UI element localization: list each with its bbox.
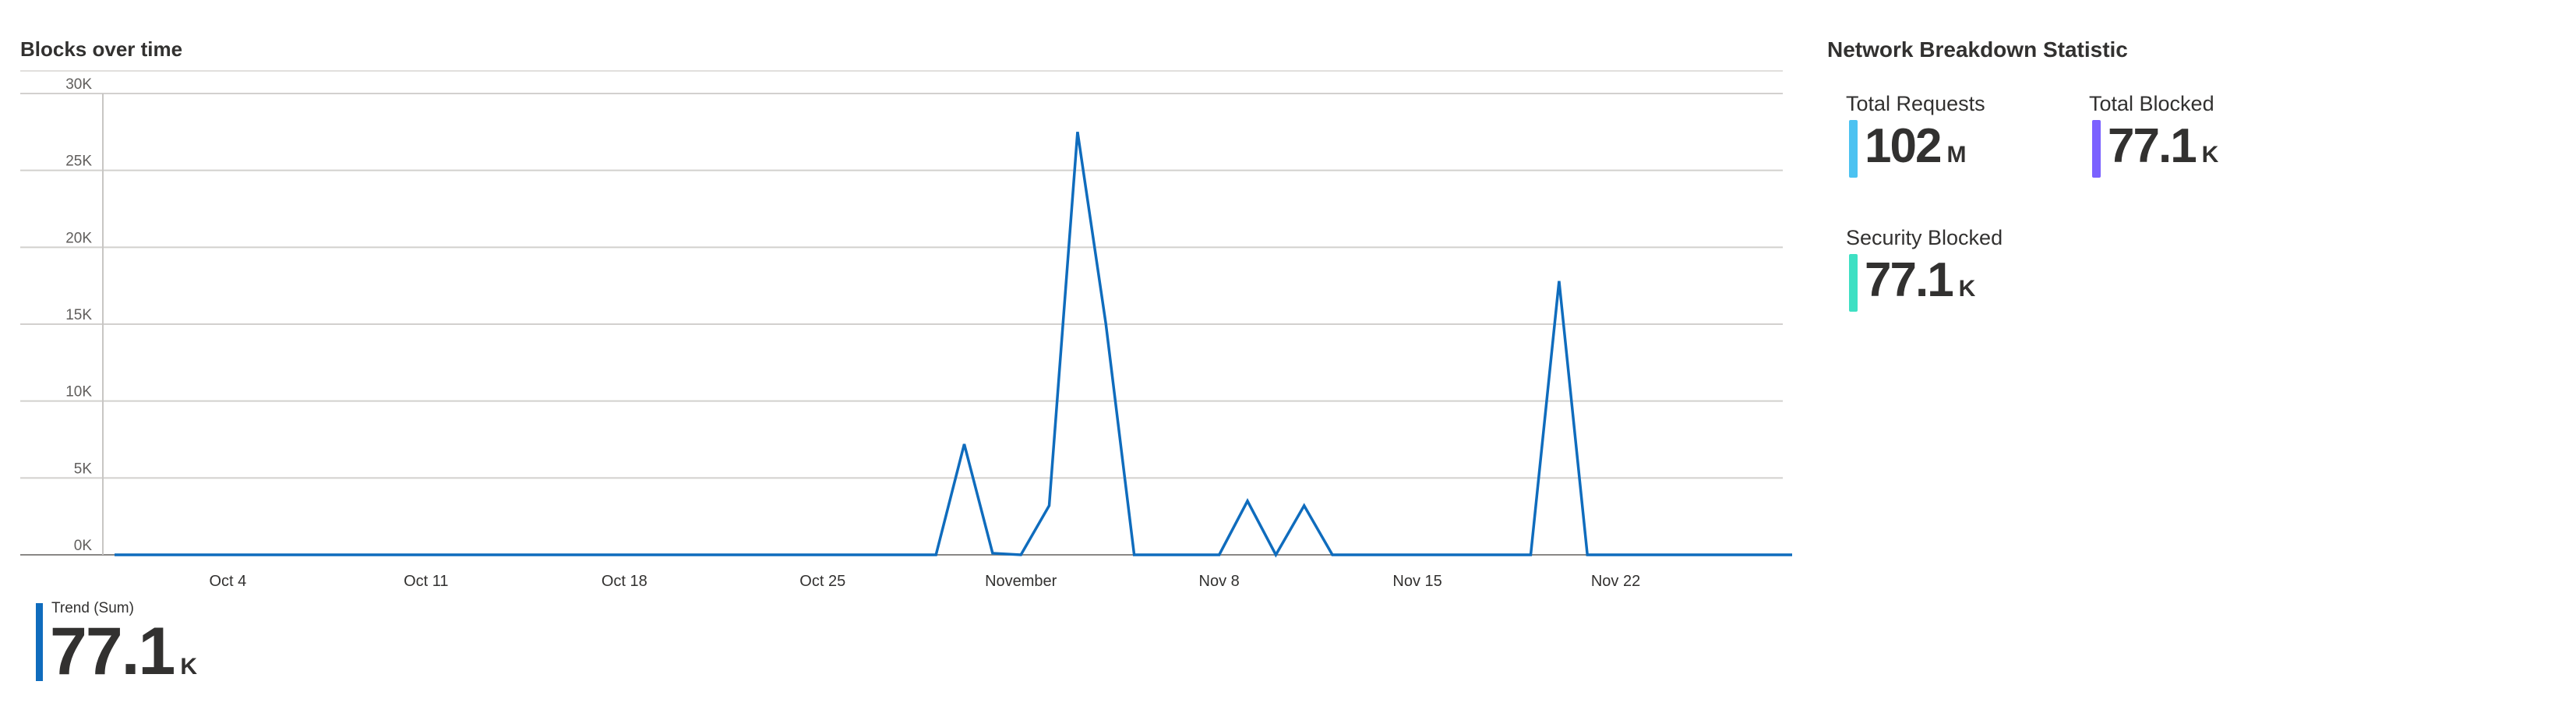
stat-value-unit: K bbox=[1958, 276, 1976, 302]
y-tick-label: 25K bbox=[65, 154, 92, 170]
grid-lines bbox=[20, 93, 1783, 556]
y-tick-label: 30K bbox=[65, 76, 92, 93]
stat-value-unit: M bbox=[1946, 142, 1967, 168]
x-tick-label: Nov 15 bbox=[1392, 573, 1442, 590]
stat-value: 102 M bbox=[1865, 115, 1966, 186]
stat-label: Total Blocked bbox=[2089, 92, 2214, 115]
network-breakdown-title: Network Breakdown Statistic bbox=[1827, 37, 2128, 62]
stat-color-bar bbox=[1849, 254, 1858, 312]
chart-title: Blocks over time bbox=[20, 37, 183, 61]
stat-label: Security Blocked bbox=[1846, 226, 2003, 249]
trend-color-bar bbox=[36, 603, 43, 681]
trend-label: Trend (Sum) bbox=[51, 600, 134, 616]
stat-color-bar bbox=[1849, 120, 1858, 178]
y-axis-ticks: 0K 5K 10K 15K 20K 25K 30K bbox=[65, 76, 92, 554]
stat-value-unit: K bbox=[2201, 142, 2219, 168]
trend-value: 77.1 K bbox=[50, 612, 197, 706]
x-axis-ticks: Oct 4 Oct 11 Oct 18 Oct 25 November Nov 8 Nov … bbox=[210, 573, 1641, 590]
stat-value-number: 77.1 bbox=[1865, 253, 1954, 307]
series-layer bbox=[115, 132, 1792, 558]
y-tick-label: 0K bbox=[74, 538, 93, 554]
stat-value: 77.1 K bbox=[2108, 115, 2218, 186]
y-tick-label: 5K bbox=[74, 461, 93, 477]
stat-value: 77.1 K bbox=[1865, 249, 1975, 320]
y-tick-label: 15K bbox=[65, 307, 92, 323]
x-tick-label: Oct 4 bbox=[210, 573, 247, 590]
series-line bbox=[115, 132, 1792, 558]
trend-value-number: 77.1 bbox=[50, 614, 175, 689]
y-tick-label: 20K bbox=[65, 230, 92, 246]
trend-value-unit: K bbox=[180, 654, 198, 680]
x-tick-label: Nov 8 bbox=[1199, 573, 1240, 590]
stat-value-number: 77.1 bbox=[2108, 119, 2197, 173]
x-tick-label: November bbox=[985, 573, 1057, 590]
stat-label: Total Requests bbox=[1846, 92, 1985, 115]
stat-color-bar bbox=[2092, 120, 2101, 178]
stat-value-number: 102 bbox=[1865, 119, 1942, 173]
x-tick-label: Oct 11 bbox=[404, 573, 448, 590]
x-tick-label: Oct 18 bbox=[602, 573, 648, 590]
x-tick-label: Nov 22 bbox=[1591, 573, 1640, 590]
x-tick-label: Oct 25 bbox=[799, 573, 845, 590]
y-tick-label: 10K bbox=[65, 384, 92, 401]
